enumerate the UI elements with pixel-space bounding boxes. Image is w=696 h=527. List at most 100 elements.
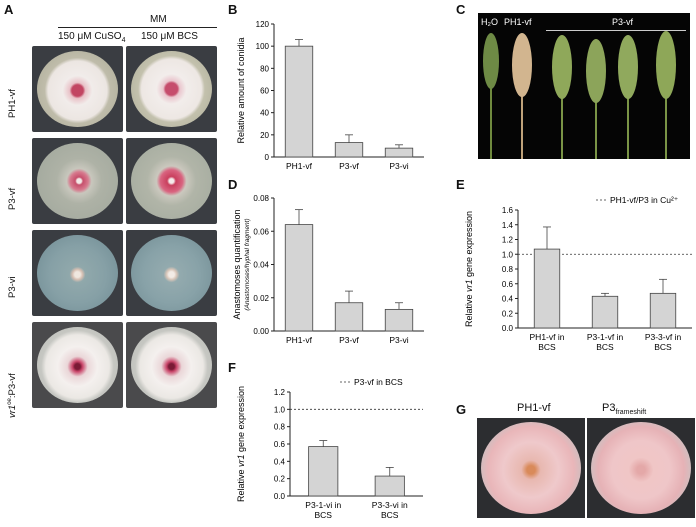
x-tick-label: P3-3-vi in — [372, 500, 408, 510]
spike-label-p3-vf: P3-vf — [612, 17, 634, 27]
y-tick-label: 0.4 — [502, 295, 514, 304]
panel-label-g: G — [456, 402, 467, 417]
chart-d: 0.00 0.02 0.04 0.06 0.08 Anastomoses quantifi… — [232, 194, 424, 345]
chart-b: 0 20 40 60 80 100 120 Relative amount of conidi… — [236, 20, 424, 171]
y-tick-label: 0.00 — [253, 327, 269, 336]
plate-p3-vf-bcs — [126, 138, 217, 224]
y-tick-label: 120 — [256, 20, 270, 29]
spike-p3-vf-4 — [656, 31, 676, 159]
bar — [308, 446, 339, 497]
x-tick-label: P3-1-vi in — [305, 500, 341, 510]
legend-label: PH1-vf/P3 in Cu²⁺ — [610, 195, 679, 205]
spike-h2o — [483, 33, 499, 159]
row-label-vr1oe-p3-vf: vr1oe:P3-vf — [7, 373, 19, 418]
x-tick-label: BCS — [538, 342, 556, 352]
spike-p3-vf-1 — [552, 35, 572, 159]
x-tick-label: BCS — [654, 342, 672, 352]
y-tick-label: 0 — [265, 153, 270, 162]
x-tick-label: P3-vi — [389, 335, 408, 345]
y-tick-label: 1.6 — [502, 206, 514, 215]
y-tick-label: 40 — [260, 109, 269, 118]
bar — [533, 248, 561, 329]
x-tick-label: BCS — [315, 510, 333, 520]
plate-p3-vf-cuso4 — [32, 138, 123, 224]
row-label-p3-vi: P3-vi — [7, 276, 18, 298]
y-tick-label: 1.0 — [274, 405, 286, 414]
bar — [334, 302, 364, 332]
x-tick-label: P3-3-vf in — [645, 332, 682, 342]
spike-p3-vf-3 — [618, 35, 638, 159]
spike-label-ph1-vf: PH1-vf — [504, 17, 532, 27]
p3-vf-bracket — [546, 30, 686, 31]
chart-e: 0.0 0.2 0.4 0.6 0.8 1.0 1.2 1.4 1.6 Relative vr1 … — [464, 195, 692, 352]
y-tick-label: 0.4 — [274, 457, 286, 466]
y-tick-label: 0.6 — [502, 280, 514, 289]
bar — [384, 147, 414, 158]
x-tick-label: P3-1-vf in — [587, 332, 624, 342]
x-tick-label: PH1-vf — [286, 335, 313, 345]
bar — [591, 295, 619, 329]
x-tick-label: PH1-vf in — [530, 332, 565, 342]
bar — [284, 45, 314, 158]
g-title-ph1-vf: PH1-vf — [517, 402, 551, 414]
y-tick-label: 80 — [260, 64, 269, 73]
y-tick-label: 0.08 — [253, 194, 269, 203]
bar — [334, 142, 364, 158]
row-label-ph1-vf: PH1-vf — [7, 88, 18, 118]
medium-divider — [58, 27, 217, 28]
x-tick-label: PH1-vf — [286, 161, 313, 171]
panel-label-a: A — [4, 2, 14, 17]
plate-ph1-vf-cuso4 — [32, 46, 123, 132]
plate-ph1-vf-bcs — [126, 46, 217, 132]
y-tick-label: 1.4 — [502, 221, 514, 230]
y-tick-label: 20 — [260, 131, 269, 140]
panel-label-e: E — [456, 177, 465, 192]
y-tick-label: 0.2 — [502, 309, 514, 318]
chart-f: 0.0 0.2 0.4 0.6 0.8 1.0 1.2 Relative vr1 gene e… — [236, 377, 423, 520]
bar — [384, 308, 414, 332]
condition-bcs: 150 μM BCS — [141, 31, 198, 42]
spike-label-h2o: H₂O — [481, 17, 498, 27]
y-tick-label: 0.0 — [502, 324, 514, 333]
y-tick-label: 0.06 — [253, 227, 269, 236]
legend-label: P3-vf in BCS — [354, 377, 403, 387]
condition-cuso4: 150 μM CuSO4 — [58, 31, 126, 44]
x-tick-label: BCS — [381, 510, 399, 520]
bar — [284, 224, 314, 332]
bar — [649, 292, 677, 329]
spikes-drawing — [483, 31, 676, 159]
x-tick-label: P3-vf — [339, 335, 359, 345]
panel-label-d: D — [228, 177, 238, 192]
plate-g-ph1-vf — [477, 418, 585, 518]
y-tick-label: 100 — [256, 42, 270, 51]
y-axis-sublabel: (Anastomoses/hyphal fragment) — [244, 218, 251, 310]
x-tick-label: P3-vi — [389, 161, 408, 171]
spike-ph1-vf — [512, 33, 532, 159]
y-tick-label: 0.8 — [502, 265, 514, 274]
y-axis-label: Relative vr1 gene expression — [464, 211, 474, 327]
y-tick-label: 0.04 — [253, 261, 269, 270]
y-tick-label: 1.2 — [502, 236, 514, 245]
y-tick-label: 60 — [260, 87, 269, 96]
y-axis-label: Anastomoses quantification — [232, 209, 242, 319]
panel-label-f: F — [228, 360, 236, 375]
y-axis-label: Relative amount of conidia — [236, 37, 246, 143]
y-tick-label: 1.2 — [274, 388, 286, 397]
plate-p3-vi-bcs — [126, 230, 217, 316]
y-tick-label: 0.0 — [274, 492, 286, 501]
plate-p3-vi-cuso4 — [32, 230, 123, 316]
plate-vr1oe-p3-vf-bcs — [126, 322, 217, 408]
x-tick-label: BCS — [596, 342, 614, 352]
photo-wheat-spikes: H₂O PH1-vf P3-vf — [478, 13, 690, 159]
bar — [374, 475, 405, 497]
plate-g-p3-frameshift — [587, 418, 695, 518]
medium-label: MM — [150, 14, 167, 25]
spike-p3-vf-2 — [586, 39, 606, 159]
y-tick-label: 0.8 — [274, 423, 286, 432]
y-tick-label: 1.0 — [502, 250, 514, 259]
row-label-p3-vf: P3-vf — [7, 187, 18, 210]
y-tick-label: 0.2 — [274, 475, 286, 484]
y-tick-label: 0.02 — [253, 294, 269, 303]
y-tick-label: 0.6 — [274, 440, 286, 449]
x-tick-label: P3-vf — [339, 161, 359, 171]
